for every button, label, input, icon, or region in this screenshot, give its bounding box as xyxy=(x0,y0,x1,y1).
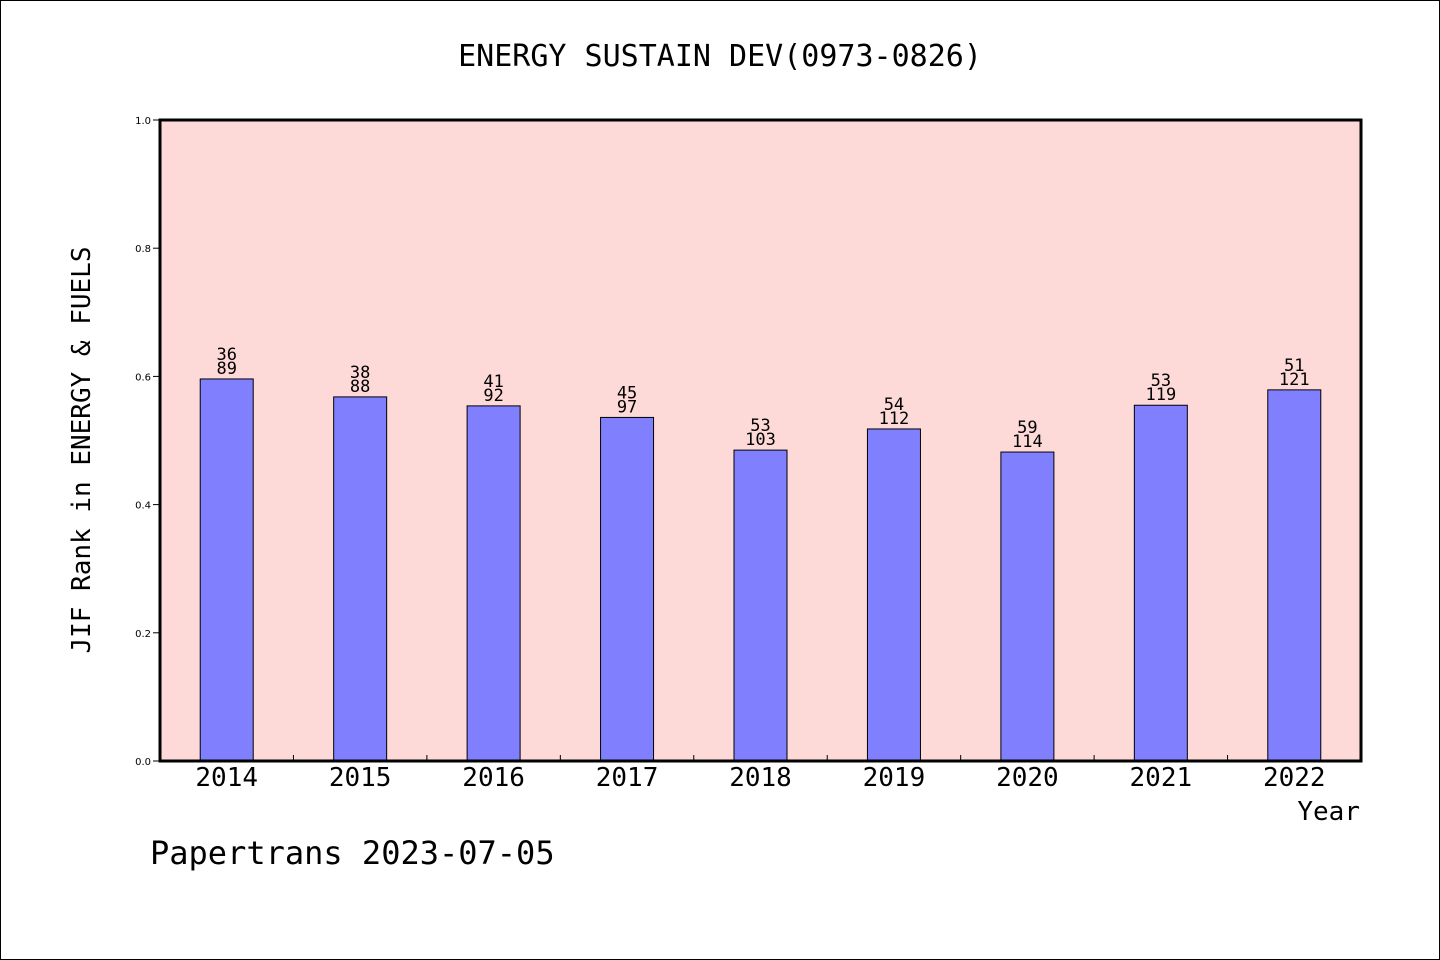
bar-label-top: 41 xyxy=(483,372,503,392)
x-tick-label: 2019 xyxy=(863,763,926,793)
bar-label-top: 51 xyxy=(1284,356,1304,376)
x-tick-label: 2017 xyxy=(596,763,659,793)
x-tick-label: 2018 xyxy=(729,763,792,793)
y-tick-label: 0.2 xyxy=(135,629,151,640)
y-tick-label: 0.6 xyxy=(135,372,151,383)
bar-label-top: 59 xyxy=(1017,418,1037,438)
bar xyxy=(1133,404,1188,762)
x-tick-label: 2014 xyxy=(195,763,258,793)
bar xyxy=(199,378,254,762)
x-tick-label: 2022 xyxy=(1263,763,1326,793)
x-axis: 2014 2015 2016 2017 2018 2019 2020 2021 2022 xyxy=(195,755,1326,793)
x-tick-label: 2015 xyxy=(329,763,392,793)
bar-label-bottom: 119 xyxy=(1145,385,1176,405)
bar-label-top: 45 xyxy=(617,383,637,403)
bars xyxy=(199,378,1322,762)
plot-border xyxy=(158,118,1363,763)
bar xyxy=(466,405,521,762)
y-axis: 0.0 0.2 0.4 0.6 0.8 1.0 xyxy=(135,116,160,768)
bar-label-top: 53 xyxy=(750,416,770,436)
bar xyxy=(1000,451,1055,762)
bar xyxy=(1267,389,1322,762)
bar-label-bottom: 103 xyxy=(745,430,776,450)
bar-label-bottom: 89 xyxy=(216,359,236,379)
y-tick-label: 0.4 xyxy=(135,501,151,512)
bar-label-top: 53 xyxy=(1151,371,1171,391)
x-tick-label: 2020 xyxy=(996,763,1059,793)
bar xyxy=(333,396,388,762)
bar-label-bottom: 121 xyxy=(1279,370,1310,390)
chart-title: ENERGY SUSTAIN DEV(0973-0826) xyxy=(458,39,982,74)
x-axis-label: Year xyxy=(1297,797,1360,827)
bar-label-top: 36 xyxy=(216,345,236,365)
bar-label-bottom: 112 xyxy=(879,409,910,429)
y-tick-label: 0.8 xyxy=(135,244,151,255)
footer-credit: Papertrans 2023-07-05 xyxy=(150,834,555,872)
x-tick-label: 2016 xyxy=(462,763,525,793)
bar-label-bottom: 92 xyxy=(483,386,503,406)
x-tick-label: 2021 xyxy=(1130,763,1193,793)
y-axis-label: JIF Rank in ENERGY & FUELS xyxy=(67,247,97,654)
bar-label-bottom: 88 xyxy=(350,377,370,397)
y-tick-label: 1.0 xyxy=(135,116,151,127)
bar xyxy=(733,449,788,762)
bar-label-top: 54 xyxy=(884,395,904,415)
bar-label-top: 38 xyxy=(350,363,370,383)
y-tick-label: 0.0 xyxy=(135,757,151,768)
bar xyxy=(600,416,655,762)
bar-label-bottom: 97 xyxy=(617,397,637,417)
bar xyxy=(866,428,921,762)
bar-label-bottom: 114 xyxy=(1012,432,1043,452)
